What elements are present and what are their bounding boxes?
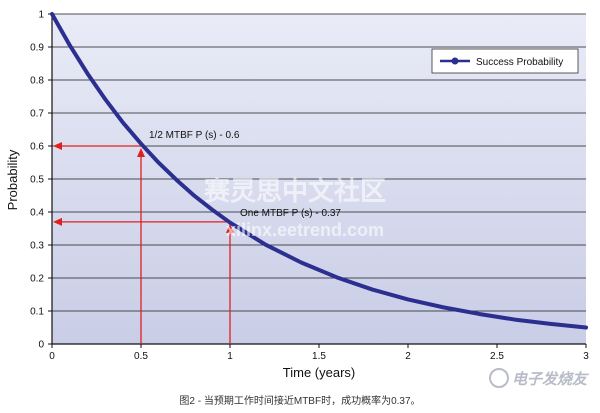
y-tick-label: 0.4: [30, 208, 44, 219]
x-tick-label: 0: [49, 351, 55, 362]
y-tick-label: 0.8: [30, 76, 44, 87]
logo-text: 电子发烧友: [512, 371, 589, 388]
figure-caption: 图2 - 当预期工作时间接近MTBF时，成功概率为0.37。: [179, 394, 420, 407]
logo-icon: [489, 368, 509, 388]
y-tick-label: 0.5: [30, 175, 44, 186]
y-tick-label: 0.1: [30, 307, 44, 318]
arrow-head: [53, 217, 62, 226]
series-line-success-probability: [50, 12, 588, 330]
annotation-label: One MTBF P (s) - 0.37: [240, 208, 341, 219]
legend: Success Probability: [431, 48, 579, 74]
y-tick-label: 0: [38, 340, 44, 351]
y-tick-label: 0.9: [30, 43, 44, 54]
annotation-texts: 1/2 MTBF P (s) - 0.6 One MTBF P (s) - 0.3…: [149, 130, 341, 219]
arrow-head: [137, 148, 145, 157]
x-tick-label: 1: [227, 351, 233, 362]
legend-swatch-marker: [451, 57, 459, 65]
x-tick-label: 3: [583, 351, 589, 362]
y-tick-label: 0.2: [30, 274, 44, 285]
x-axis-label: Time (years): [283, 365, 355, 380]
arrow-head: [53, 142, 62, 150]
x-tick-label: 2.5: [490, 351, 504, 362]
annotation-lines: [53, 142, 234, 344]
annotation-label: 1/2 MTBF P (s) - 0.6: [149, 130, 240, 141]
y-axis-ticks: 0 0.1 0.2 0.3 0.4 0.5 0.6 0.7 0.8 0.9 1: [30, 10, 52, 351]
y-axis-label: Probability: [5, 149, 20, 210]
arrow-head: [226, 223, 234, 233]
x-tick-label: 1.5: [312, 351, 326, 362]
x-tick-label: 2: [405, 351, 411, 362]
x-axis-ticks: 0 0.5 1 1.5 2 2.5 3: [49, 344, 589, 362]
y-tick-label: 0.3: [30, 241, 44, 252]
legend-label: Success Probability: [476, 57, 563, 68]
y-tick-label: 1: [38, 10, 44, 21]
logo-watermark: 电子发烧友: [489, 368, 589, 388]
y-tick-label: 0.6: [30, 142, 44, 153]
x-tick-label: 0.5: [134, 351, 148, 362]
watermark-url: xilinx.eetrend.com: [226, 220, 384, 240]
y-tick-label: 0.7: [30, 109, 44, 120]
watermark-text: 赛灵思中文社区: [203, 176, 386, 206]
